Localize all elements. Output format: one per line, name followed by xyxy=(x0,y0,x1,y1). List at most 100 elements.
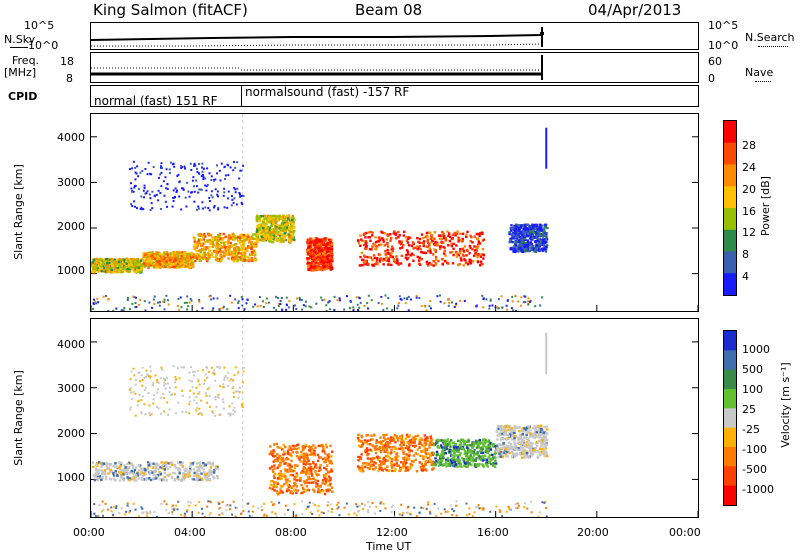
power-cell xyxy=(272,240,275,244)
power-cell xyxy=(94,259,98,263)
power-cell xyxy=(203,253,207,256)
power-cell xyxy=(489,298,492,301)
power-cell xyxy=(242,164,245,167)
power-cell xyxy=(314,251,317,254)
power-cell xyxy=(207,257,211,260)
power-cell xyxy=(182,188,185,191)
power-cell xyxy=(133,200,136,203)
velocity-cell xyxy=(384,438,387,441)
power-cell xyxy=(133,296,136,299)
power-cell xyxy=(386,234,390,238)
power-cell xyxy=(291,235,294,239)
power-cell xyxy=(519,226,523,229)
velocity-cell xyxy=(177,468,180,471)
power-cell xyxy=(246,245,250,248)
power-cell xyxy=(526,245,530,248)
velocity-cell xyxy=(420,468,423,471)
velocity-cell xyxy=(402,440,405,443)
power-cell xyxy=(120,264,124,268)
velocity-cell xyxy=(363,441,367,444)
power-cell xyxy=(151,251,154,254)
velocity-cell xyxy=(98,475,102,478)
velocity-cell xyxy=(360,435,364,439)
power-cell xyxy=(147,253,151,256)
velocity-cell xyxy=(263,502,266,505)
power-cell xyxy=(426,264,430,267)
power-cell xyxy=(520,243,523,246)
velocity-cell xyxy=(290,454,293,458)
velocity-cell xyxy=(278,454,282,458)
velocity-cell xyxy=(406,441,409,444)
power-cell xyxy=(91,264,94,267)
power-cell xyxy=(409,236,412,239)
power-cell xyxy=(460,259,463,262)
velocity-cell xyxy=(207,474,211,477)
power-cell xyxy=(200,242,203,245)
velocity-cell xyxy=(320,488,324,492)
velocity-cell xyxy=(365,440,368,443)
power-cell xyxy=(546,244,549,247)
power-cell xyxy=(134,178,137,181)
power-cell xyxy=(153,266,156,269)
power-cell xyxy=(182,253,186,257)
power-cell xyxy=(254,303,257,306)
velocity-cell xyxy=(314,463,317,467)
power-cell xyxy=(146,190,149,193)
velocity-cell xyxy=(304,463,308,466)
power-cell xyxy=(364,231,368,235)
power-cell xyxy=(451,237,454,241)
power-cell xyxy=(102,261,105,264)
power-cell xyxy=(255,219,259,223)
velocity-cell xyxy=(402,450,405,454)
velocity-cell xyxy=(295,485,299,488)
power-cell xyxy=(298,296,301,299)
power-cell xyxy=(267,237,271,241)
power-cell xyxy=(514,294,517,297)
power-cell xyxy=(526,228,530,231)
power-cell xyxy=(231,244,234,248)
power-cell xyxy=(172,196,175,199)
velocity-cell xyxy=(379,450,383,454)
power-cell xyxy=(378,238,382,242)
power-cell xyxy=(182,264,185,268)
power-cell xyxy=(399,262,403,265)
power-cell xyxy=(306,260,310,263)
power-cell xyxy=(158,252,162,255)
velocity-cell xyxy=(295,475,298,478)
velocity-cell xyxy=(314,485,318,488)
power-cell xyxy=(249,237,252,240)
power-cell xyxy=(406,297,409,300)
power-cell xyxy=(110,262,114,266)
velocity-cell xyxy=(284,504,287,507)
power-cell xyxy=(522,247,525,250)
power-cell xyxy=(178,181,181,184)
velocity-cell xyxy=(204,477,207,480)
velocity-cell xyxy=(303,480,306,483)
velocity-cell xyxy=(188,504,191,507)
power-cell xyxy=(233,160,236,163)
power-cell xyxy=(138,303,141,306)
power-cell xyxy=(430,235,433,239)
power-cell xyxy=(149,260,152,263)
velocity-cell xyxy=(151,466,155,469)
power-cell xyxy=(315,241,319,244)
velocity-cell xyxy=(194,478,198,481)
power-cell xyxy=(309,249,313,252)
velocity-cell xyxy=(136,472,139,475)
power-cell xyxy=(514,224,517,228)
power-cell xyxy=(114,268,118,271)
power-cell xyxy=(291,238,294,241)
power-cell xyxy=(511,295,514,298)
power-cell xyxy=(269,231,272,234)
velocity-cell xyxy=(146,512,149,515)
power-cell xyxy=(283,238,286,241)
power-cell xyxy=(95,302,98,305)
power-cell xyxy=(275,215,279,218)
velocity-cell xyxy=(380,468,384,471)
power-cell xyxy=(317,243,321,246)
power-cell xyxy=(152,166,155,169)
velocity-cell xyxy=(391,446,394,449)
power-cell xyxy=(258,217,261,221)
power-cell xyxy=(512,226,515,229)
velocity-cell xyxy=(204,464,207,467)
